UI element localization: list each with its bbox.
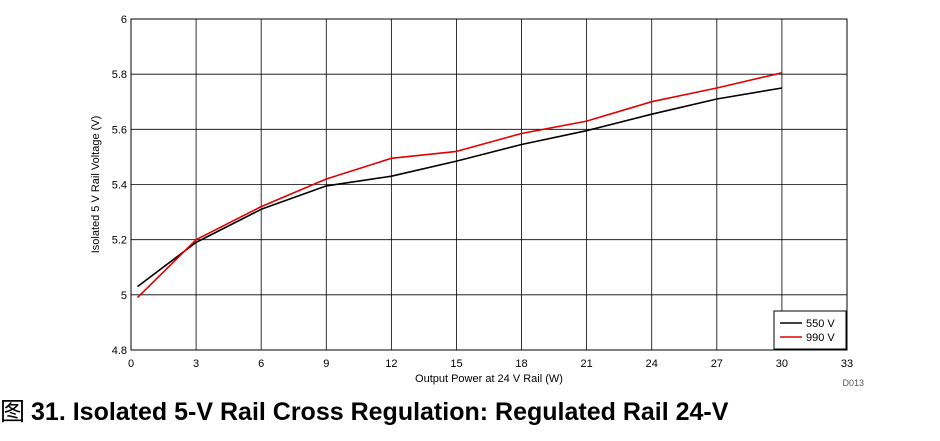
x-tick-label: 6 [258, 358, 264, 370]
series-line-2 [136, 72, 783, 299]
x-tick-label: 15 [450, 358, 462, 370]
legend-label: 990 V [806, 332, 835, 344]
figure-caption: 图 31. Isolated 5-V Rail Cross Regulation:… [0, 388, 940, 436]
y-tick-label: 5 [121, 290, 127, 302]
x-axis-label: Output Power at 24 V Rail (W) [415, 373, 563, 385]
series-layer [136, 72, 783, 299]
series-line-1 [137, 87, 783, 288]
x-tick-label: 3 [193, 358, 199, 370]
y-tick-label: 5.2 [112, 235, 127, 247]
caption-prefix: 图 [0, 398, 26, 426]
x-tick-label: 0 [128, 358, 134, 370]
y-tick-label: 5.8 [112, 69, 127, 81]
chart: 0 3 6 9 12 15 18 21 24 27 30 33 4.8 5 5.2 5.4 5.6 5.8 6 O… [90, 14, 864, 388]
y-tick-label: 6 [121, 14, 127, 26]
legend: 550 V 990 V [773, 310, 847, 350]
y-tick-label: 4.8 [112, 345, 127, 357]
grid-lines [130, 18, 848, 351]
x-tick-label: 30 [776, 358, 788, 370]
x-tick-label: 27 [711, 358, 723, 370]
caption-text: 31. Isolated 5-V Rail Cross Regulation: … [31, 398, 729, 426]
figure-id: D013 [842, 378, 864, 388]
y-tick-label: 5.6 [112, 124, 127, 136]
x-tick-label: 18 [515, 358, 527, 370]
legend-label: 550 V [806, 318, 835, 330]
x-tick-labels: 0 3 6 9 12 15 18 21 24 27 30 33 [128, 358, 853, 370]
y-tick-label: 5.4 [112, 180, 127, 192]
y-tick-labels: 4.8 5 5.2 5.4 5.6 5.8 6 [112, 14, 127, 357]
plot-area [130, 18, 848, 351]
legend-box [773, 310, 847, 350]
x-tick-label: 21 [581, 358, 593, 370]
x-tick-label: 12 [385, 358, 397, 370]
x-tick-label: 33 [841, 358, 853, 370]
x-tick-label: 24 [646, 358, 658, 370]
y-axis-label: Isolated 5 V Rail Voltage (V) [90, 116, 102, 254]
x-tick-label: 9 [323, 358, 329, 370]
